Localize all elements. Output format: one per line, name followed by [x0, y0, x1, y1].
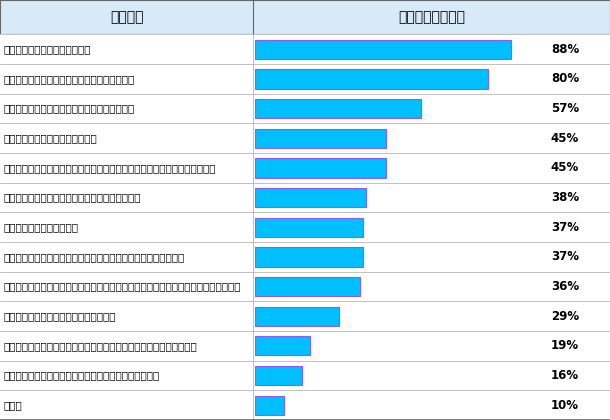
Text: 80%: 80%: [551, 72, 579, 85]
Bar: [255, 158, 386, 178]
Bar: [255, 188, 365, 207]
Bar: [0, 390, 610, 420]
Bar: [0, 94, 610, 123]
Text: 29%: 29%: [551, 310, 579, 323]
Text: 工場運営、生活維持のための電力などエネルギーの安定供給確保: 工場運営、生活維持のための電力などエネルギーの安定供給確保: [4, 252, 185, 262]
Bar: [0, 302, 610, 331]
Bar: [255, 307, 339, 326]
Bar: [0, 34, 610, 64]
Text: 10%: 10%: [551, 399, 579, 412]
Bar: [0, 213, 610, 242]
Text: 工場のグリーン化、スマート化に伴う湖北省の助成政策（補助金など）の説明会開催: 工場のグリーン化、スマート化に伴う湖北省の助成政策（補助金など）の説明会開催: [4, 281, 241, 291]
Text: 人件費上昇に対する支援（減税、補助金など）: 人件費上昇に対する支援（減税、補助金など）: [4, 104, 135, 113]
Bar: [0, 242, 610, 272]
Bar: [255, 99, 421, 118]
Text: 夏季集中豪雨に伴う浸水被害防止の徹底: 夏季集中豪雨に伴う浸水被害防止の徹底: [4, 311, 116, 321]
Text: 日本との定期航空便の早期再開: 日本との定期航空便の早期再開: [4, 44, 91, 54]
Text: 現地職員確保に対する支援: 現地職員確保に対する支援: [4, 222, 79, 232]
Text: 16%: 16%: [551, 369, 579, 382]
Text: 37%: 37%: [551, 221, 579, 234]
Bar: [0, 153, 610, 183]
Bar: [255, 366, 301, 385]
Text: 外国人の中国駐在にかかる就労許可、査証・居留証取得にかかる柔軟な対応: 外国人の中国駐在にかかる就労許可、査証・居留証取得にかかる柔軟な対応: [4, 163, 216, 173]
Text: 法規執行の安定性・透明性・利便性の維持・確保: 法規執行の安定性・透明性・利便性の維持・確保: [4, 192, 141, 202]
Bar: [0, 183, 610, 213]
Text: 日本総領事館の設立にかかる支持: 日本総領事館の設立にかかる支持: [4, 133, 98, 143]
Text: 37%: 37%: [551, 250, 579, 263]
Bar: [255, 69, 488, 89]
Bar: [255, 396, 284, 415]
Bar: [255, 336, 310, 355]
Text: 38%: 38%: [551, 191, 579, 204]
Bar: [0, 361, 610, 390]
Text: 19%: 19%: [551, 339, 579, 352]
Text: 36%: 36%: [551, 280, 579, 293]
Bar: [0, 64, 610, 94]
Text: 鄂州花湖空港（アジア最大の貨物空港）の早期利用開始: 鄂州花湖空港（アジア最大の貨物空港）の早期利用開始: [4, 370, 160, 381]
Bar: [255, 247, 362, 267]
Text: 45%: 45%: [551, 161, 579, 174]
Text: その他: その他: [4, 400, 23, 410]
Text: 回答項目: 回答項目: [110, 10, 143, 24]
Bar: [255, 129, 386, 148]
Bar: [255, 39, 511, 59]
Text: 新型コロナ感染症対策（隔離措置など）の緩和: 新型コロナ感染症対策（隔離措置など）の緩和: [4, 74, 135, 84]
Text: 88%: 88%: [551, 43, 579, 56]
Text: 武漢新港（陽羅港）の取り扱い貨物の範囲拡大（電池、化学品など）: 武漢新港（陽羅港）の取り扱い貨物の範囲拡大（電池、化学品など）: [4, 341, 198, 351]
Bar: [255, 277, 360, 296]
Text: 回答比率、グラフ: 回答比率、グラフ: [398, 10, 465, 24]
Bar: [0, 0, 610, 34]
Bar: [255, 218, 362, 237]
Bar: [0, 272, 610, 302]
Bar: [0, 331, 610, 361]
Text: 57%: 57%: [551, 102, 579, 115]
Text: 45%: 45%: [551, 132, 579, 145]
Bar: [0, 123, 610, 153]
